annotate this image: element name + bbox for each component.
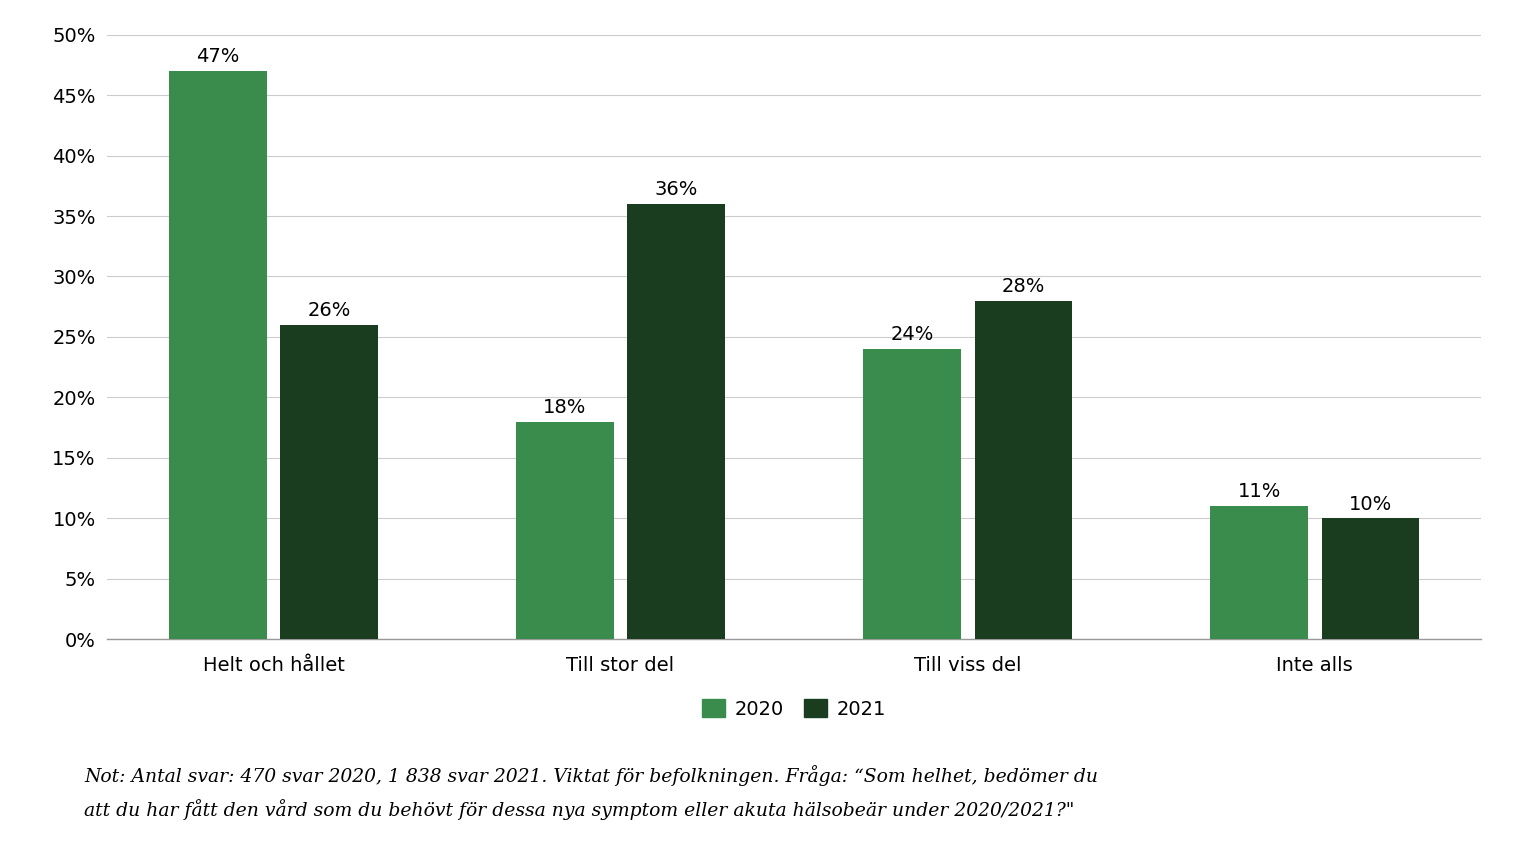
Text: 47%: 47% — [197, 47, 240, 66]
Text: 36%: 36% — [655, 180, 698, 199]
Text: 10%: 10% — [1348, 494, 1391, 513]
Bar — [281, 325, 377, 639]
Text: 24%: 24% — [890, 325, 933, 344]
Text: 18%: 18% — [544, 397, 586, 416]
Bar — [974, 301, 1072, 639]
Bar — [1211, 506, 1307, 639]
Bar — [1321, 518, 1419, 639]
Bar — [516, 422, 614, 639]
Bar — [863, 349, 960, 639]
Text: Not: Antal svar: 470 svar 2020, 1 838 svar 2021. Viktat för befolkningen. Fråga:: Not: Antal svar: 470 svar 2020, 1 838 sv… — [84, 765, 1098, 785]
Legend: 2020, 2021: 2020, 2021 — [695, 691, 893, 727]
Text: 26%: 26% — [307, 301, 351, 320]
Text: 28%: 28% — [1002, 276, 1044, 295]
Bar — [628, 204, 725, 639]
Text: 11%: 11% — [1237, 482, 1281, 501]
Bar — [169, 71, 267, 639]
Text: att du har fått den vård som du behövt för dessa nya symptom eller akuta hälsobe: att du har fått den vård som du behövt f… — [84, 799, 1075, 820]
